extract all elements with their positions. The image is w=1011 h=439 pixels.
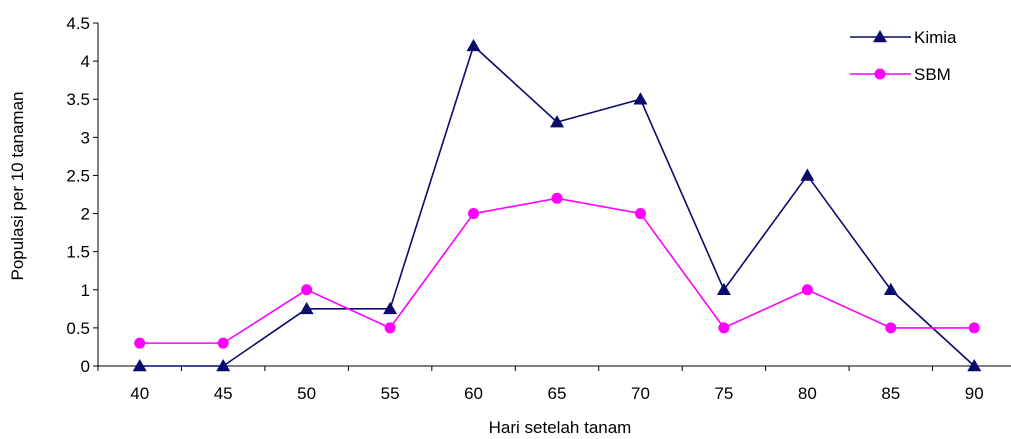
x-tick-label: 50 — [297, 384, 316, 403]
y-tick-label: 1 — [81, 281, 90, 300]
legend-label-kimia: Kimia — [914, 28, 957, 47]
x-tick-label: 45 — [214, 384, 233, 403]
data-point-sbm — [301, 284, 313, 296]
legend-label-sbm: SBM — [914, 65, 951, 84]
data-point-sbm — [384, 322, 396, 334]
data-point-kimia — [216, 359, 231, 372]
data-point-sbm — [718, 322, 730, 334]
x-axis-ticks: 40 45 50 55 60 65 70 75 80 85 90 — [97, 366, 984, 403]
x-tick-label: 75 — [714, 384, 733, 403]
series-sbm — [134, 192, 980, 349]
data-point-kimia — [466, 38, 481, 52]
data-point-kimia — [716, 282, 731, 296]
legend-item-sbm: SBM — [850, 65, 951, 84]
data-point-kimia — [967, 359, 982, 372]
data-point-sbm — [134, 337, 146, 349]
data-point-kimia — [383, 301, 398, 315]
legend-item-kimia: Kimia — [850, 28, 957, 47]
x-axis-title: Hari setelah tanam — [489, 418, 632, 437]
data-point-sbm — [801, 284, 813, 296]
x-tick-label: 40 — [130, 384, 149, 403]
legend-marker-sbm — [874, 68, 886, 80]
y-tick-label: 0.5 — [66, 319, 90, 338]
x-tick-label: 70 — [631, 384, 650, 403]
data-point-kimia — [883, 282, 898, 296]
data-point-sbm — [968, 322, 980, 334]
x-tick-label: 65 — [548, 384, 567, 403]
data-point-sbm — [468, 208, 480, 220]
y-tick-label: 4 — [81, 52, 90, 71]
series-line-sbm — [139, 197, 975, 344]
series-kimia — [132, 38, 982, 372]
y-axis-title: Populasi per 10 tanaman — [8, 91, 27, 280]
x-tick-label: 90 — [965, 384, 984, 403]
legend-marker-kimia — [873, 30, 887, 43]
y-tick-label: 2.5 — [66, 166, 90, 185]
x-tick-label: 60 — [464, 384, 483, 403]
series-layer — [132, 38, 982, 372]
y-tick-label: 3 — [81, 128, 90, 147]
y-tick-label: 4.5 — [66, 14, 90, 33]
y-axis-ticks: 0 0.5 1 1.5 2 2.5 3 3.5 4 4.5 — [66, 14, 98, 376]
x-tick-label: 85 — [881, 384, 900, 403]
data-point-sbm — [634, 208, 646, 220]
y-tick-label: 0 — [81, 357, 90, 376]
series-line-kimia — [139, 44, 975, 367]
x-tick-label: 80 — [798, 384, 817, 403]
chart-axes — [97, 23, 1011, 367]
x-tick-label: 55 — [381, 384, 400, 403]
y-tick-label: 1.5 — [66, 243, 90, 262]
data-point-kimia — [633, 92, 648, 105]
data-point-sbm — [551, 192, 563, 204]
data-point-kimia — [550, 115, 564, 128]
data-point-kimia — [800, 168, 815, 181]
y-tick-label: 2 — [81, 205, 90, 224]
data-point-kimia — [132, 359, 147, 372]
data-point-sbm — [885, 322, 897, 334]
y-tick-label: 3.5 — [66, 90, 90, 109]
data-point-kimia — [299, 301, 314, 315]
data-point-sbm — [217, 337, 229, 349]
legend: Kimia SBM — [850, 28, 957, 84]
